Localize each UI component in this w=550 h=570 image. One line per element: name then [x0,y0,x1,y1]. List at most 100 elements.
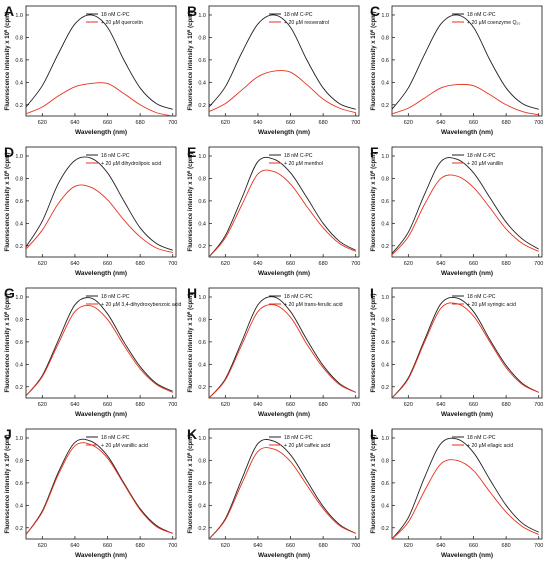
panel-F: F 620 640 660 680 700 0.2 0.4 0.6 0.8 1.0 Wavelengt… [369,144,544,277]
y-tick-label: 0.4 [198,503,206,509]
legend-label: + 20 µM ellagic acid [467,443,513,449]
x-tick-label: 640 [253,543,262,549]
y-axis-label: Fluorescence intensity x 106 (cpm) [186,12,195,111]
panel-K: K 620 640 660 680 700 0.2 0.4 0.6 0.8 1.0 Wavelengt… [186,426,361,559]
series-line-treated [392,174,539,256]
series-line-control [209,296,356,398]
y-tick-label: 0.6 [381,340,389,346]
x-tick-label: 660 [103,543,112,549]
legend-label: + 20 µM trans-ferulic acid [284,302,343,308]
y-tick-label: 0.2 [15,244,23,250]
y-axis-label: Fluorescence intensity x 106 (cpm) [186,435,195,534]
x-tick-label: 700 [168,402,177,408]
x-tick-label: 700 [351,120,360,126]
x-tick-label: 620 [38,543,47,549]
panel-letter: I [370,285,374,301]
series-line-control [392,437,539,539]
x-tick-label: 700 [534,120,543,126]
series-line-treated [26,184,173,253]
series-line-control [392,157,539,254]
y-tick-label: 1.0 [198,13,206,19]
plot-frame [25,146,177,258]
y-tick-label: 0.8 [198,176,206,182]
panel-letter: H [187,285,197,301]
y-tick-label: 1.0 [15,436,23,442]
y-tick-label: 1.0 [198,295,206,301]
series-line-treated [209,169,356,257]
y-tick-label: 0.8 [198,458,206,464]
plot-frame [391,287,543,399]
y-axis-label: Fluorescence intensity x 106 (cpm) [3,153,12,252]
plot-frame [208,287,360,399]
y-tick-label: 0.4 [15,80,23,86]
panel-letter: B [187,3,197,19]
x-tick-label: 680 [319,402,328,408]
x-axis-label: Wavelength (nm) [441,411,493,418]
plot-frame [391,146,543,258]
legend-label: 18 nM C-PC [284,153,313,159]
series-line-control [209,14,356,110]
y-tick-label: 0.6 [381,199,389,205]
y-axis-label: Fluorescence intensity x 106 (cpm) [3,435,12,534]
series-line-treated [392,83,539,116]
series-line-treated [209,70,356,114]
x-tick-label: 620 [38,120,47,126]
y-tick-label: 0.6 [15,58,23,64]
y-tick-label: 0.8 [381,317,389,323]
panel-D: D 620 640 660 680 700 0.2 0.4 0.6 0.8 1.0 Wavelengt… [3,144,178,277]
plot-frame [25,5,177,117]
y-tick-label: 0.8 [15,35,23,41]
legend-label: 18 nM C-PC [467,435,496,441]
y-tick-label: 0.6 [198,199,206,205]
x-tick-label: 700 [351,543,360,549]
y-tick-label: 0.2 [381,244,389,250]
x-tick-label: 660 [103,261,112,267]
x-tick-label: 640 [436,120,445,126]
x-tick-label: 700 [168,120,177,126]
y-tick-label: 0.4 [198,221,206,227]
x-tick-label: 700 [534,261,543,267]
x-axis-label: Wavelength (nm) [75,552,127,559]
x-tick-label: 660 [286,120,295,126]
y-tick-label: 1.0 [381,13,389,19]
legend-label: + 20 µM resveratrol [284,20,329,26]
y-tick-label: 0.6 [381,58,389,64]
x-tick-label: 660 [469,261,478,267]
legend-label: + 20 µM vanillic acid [101,443,148,449]
x-tick-label: 640 [70,120,79,126]
legend-label: + 20 µM coenzyme Q₁₀ [467,20,520,26]
x-tick-label: 620 [221,402,230,408]
series-line-control [209,156,356,257]
panel-letter: C [370,3,380,19]
x-tick-label: 700 [534,402,543,408]
x-tick-label: 680 [136,543,145,549]
x-tick-label: 660 [103,120,112,126]
x-tick-label: 640 [253,120,262,126]
y-tick-label: 0.2 [15,103,23,109]
y-tick-label: 0.6 [15,340,23,346]
x-tick-label: 640 [70,261,79,267]
x-tick-label: 660 [469,402,478,408]
y-tick-label: 0.4 [381,503,389,509]
x-tick-label: 620 [404,120,413,126]
x-axis-label: Wavelength (nm) [258,552,310,559]
panel-letter: G [4,285,15,301]
y-tick-label: 1.0 [381,154,389,160]
x-tick-label: 680 [502,543,511,549]
series-line-control [392,14,539,110]
y-tick-label: 1.0 [198,154,206,160]
y-tick-label: 0.2 [381,103,389,109]
y-tick-label: 0.2 [381,385,389,391]
plot-frame [208,5,360,117]
y-tick-label: 0.4 [15,503,23,509]
y-tick-label: 0.2 [381,526,389,532]
y-tick-label: 0.8 [381,176,389,182]
series-line-treated [26,82,173,116]
series-line-treated [392,459,539,539]
series-line-control [26,438,173,535]
x-tick-label: 700 [168,261,177,267]
panel-letter: K [187,426,197,442]
x-axis-label: Wavelength (nm) [441,270,493,277]
panel-letter: D [4,144,14,160]
x-tick-label: 640 [253,402,262,408]
